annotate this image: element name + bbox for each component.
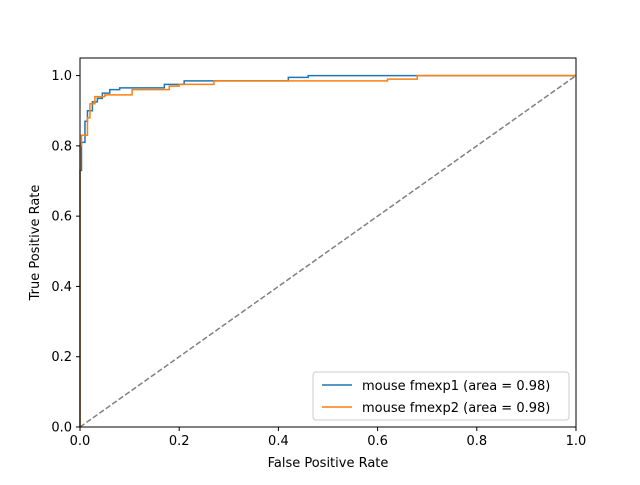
x-tick-label: 0.4 [268,434,289,449]
x-tick-label: 0.8 [466,434,487,449]
y-tick-label: 0.6 [51,210,72,225]
x-axis-label: False Positive Rate [268,456,389,471]
x-tick-label: 0.2 [169,434,190,449]
series-line-2 [79,74,576,427]
x-tick-label: 0.6 [367,434,388,449]
y-tick-label: 0.8 [51,139,72,154]
y-tick-label: 0.0 [51,421,72,436]
plot-frame [79,57,577,428]
y-tick-label: 0.2 [51,350,72,365]
x-tick-label: 0.0 [70,434,91,449]
legend-label-fmexp2: mouse fmexp2 (area = 0.98) [362,401,550,416]
legend-label-fmexp1: mouse fmexp1 (area = 0.98) [362,379,550,394]
chance-diagonal-line [79,74,577,428]
y-tick-label: 1.0 [51,69,72,84]
legend: mouse fmexp1 (area = 0.98) mouse fmexp2 … [312,371,570,421]
y-tick-label: 0.4 [51,280,72,295]
plot-area [80,58,576,427]
x-tick-label: 1.0 [566,434,587,449]
ticks-layer: 0.0 0.2 0.4 0.6 0.8 1.0 0.0 0.2 0.4 0.6 0.8 1.0 [51,69,586,449]
legend-box [312,371,570,421]
y-axis-label: True Positive Rate [28,185,43,302]
series-layer [79,74,577,428]
